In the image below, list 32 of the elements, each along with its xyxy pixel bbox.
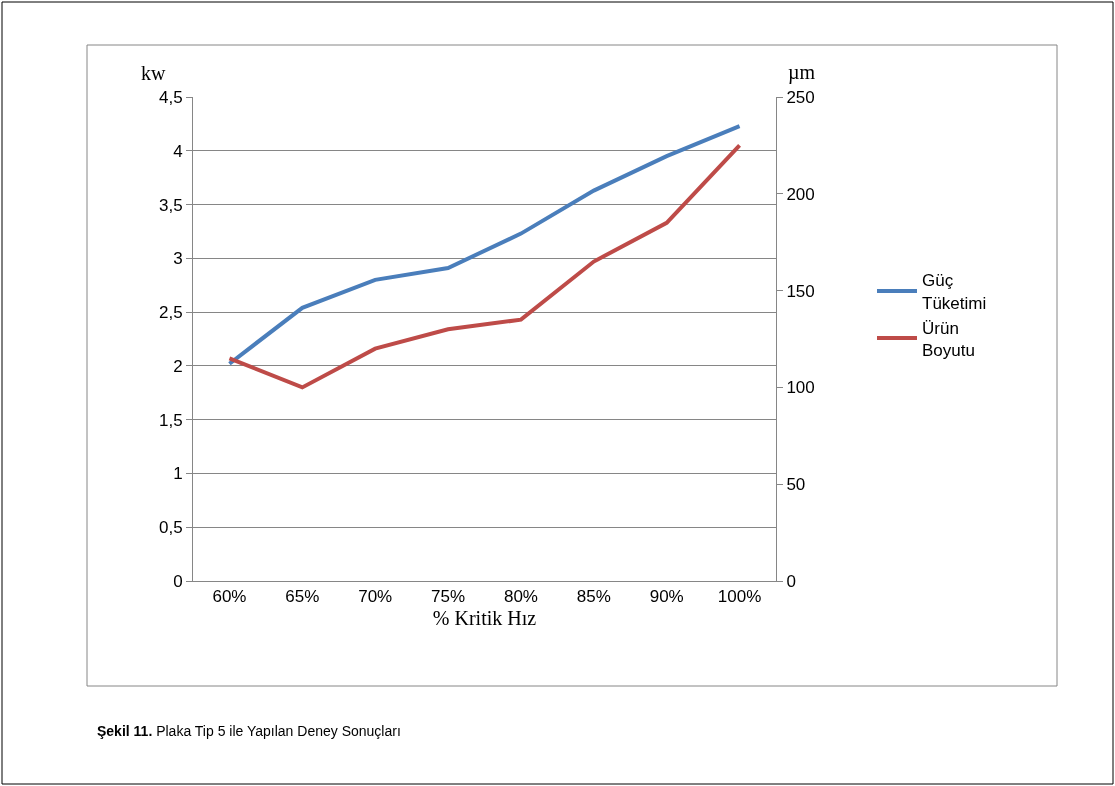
x-tick-label: 90% (649, 587, 684, 607)
y-tick-label: 1 (173, 464, 183, 484)
x-tick-label: 85% (576, 587, 611, 607)
y-tick-label: 4,5 (158, 87, 183, 107)
y2-tick-label: 100 (786, 378, 815, 398)
line-series (227, 124, 742, 366)
y-tick-label: 1,5 (158, 410, 183, 430)
y2-tick-label: 200 (786, 184, 815, 204)
y-axis-title: kw (141, 62, 166, 84)
y-tick-label: 4 (173, 141, 183, 161)
y2-tick-label: 150 (786, 281, 815, 301)
x-tick-label: 65% (285, 587, 320, 607)
y-tick-label: 3 (173, 249, 183, 269)
y-tick-label: 0,5 (158, 518, 183, 538)
legend-label: Güç Tüketimi (922, 271, 987, 313)
x-tick-label: 75% (431, 587, 466, 607)
y-tick-label: 3,5 (158, 195, 183, 215)
y2-tick-label: 50 (786, 475, 806, 495)
y2-axis-title: µm (788, 61, 816, 84)
y-tick-label: 2 (173, 356, 183, 376)
y-tick-label: 2,5 (158, 303, 183, 323)
x-tick-label: 60% (212, 587, 247, 607)
y2-tick-label: 250 (786, 87, 815, 107)
y-tick-label: 0 (173, 571, 183, 591)
x-tick-label: 100% (717, 587, 762, 607)
line-series (227, 143, 742, 390)
x-tick-label: 80% (503, 587, 538, 607)
y2-tick-label: 0 (786, 571, 796, 591)
text: Şekil 11. Plaka Tip 5 ile Yapılan Deney Sonuçları (97, 723, 401, 739)
x-axis-title: % Kritik Hız (432, 606, 537, 629)
legend-label: Ürün Boyutu (922, 318, 975, 360)
x-tick-label: 70% (358, 587, 393, 607)
